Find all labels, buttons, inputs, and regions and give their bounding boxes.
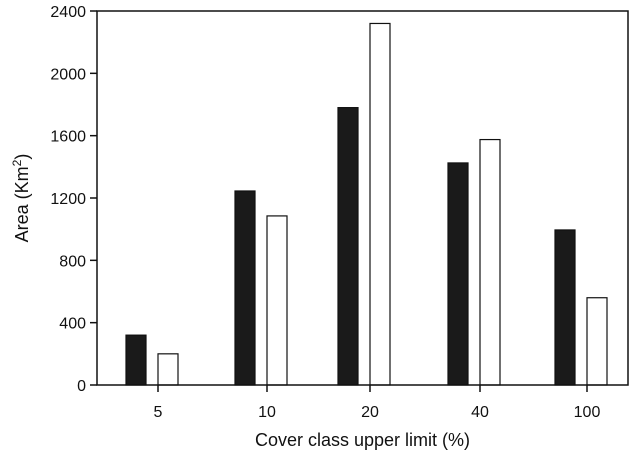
y-tick-label: 2000 xyxy=(50,66,86,83)
bar-light xyxy=(266,215,288,386)
bar-dark xyxy=(554,229,576,386)
y-axis-title-main: Area (Km xyxy=(12,166,32,242)
y-tick-label: 1600 xyxy=(50,129,86,146)
y-axis-title-close: ) xyxy=(12,154,32,160)
x-axis-ticks: 5 10 20 40 100 xyxy=(154,385,601,421)
bars xyxy=(125,22,608,386)
bar-light xyxy=(586,297,608,386)
y-tick-label: 1200 xyxy=(50,191,86,208)
y-axis-ticks: 0 400 800 1200 1600 2000 2400 xyxy=(50,4,97,395)
bar-light xyxy=(479,138,501,386)
x-tick-label: 20 xyxy=(361,404,379,421)
y-tick-label: 800 xyxy=(59,253,86,270)
y-axis-title-superscript: 2 xyxy=(10,159,24,166)
bar-light xyxy=(157,353,179,386)
y-tick-label: 2400 xyxy=(50,4,86,21)
x-tick-label: 40 xyxy=(471,404,489,421)
x-tick-label: 10 xyxy=(258,404,276,421)
x-tick-label: 5 xyxy=(154,404,163,421)
x-tick-label: 100 xyxy=(574,404,601,421)
plot-frame xyxy=(96,10,629,386)
bar-dark xyxy=(447,162,469,386)
y-axis-title: Area (Km2) xyxy=(10,154,32,243)
bar-dark xyxy=(125,334,147,386)
bar-dark xyxy=(234,190,256,386)
x-axis-title: Cover class upper limit (%) xyxy=(255,430,470,450)
y-tick-label: 400 xyxy=(59,316,86,333)
bar-light xyxy=(369,22,391,386)
bar-dark xyxy=(337,107,359,386)
y-tick-label: 0 xyxy=(77,378,86,395)
